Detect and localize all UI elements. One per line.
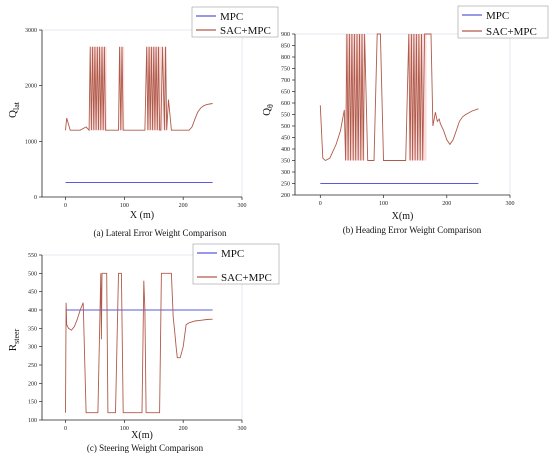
y-tick-label: 100 [28,418,37,424]
x-tick-label: 200 [442,201,451,207]
y-tick-label: 400 [28,308,37,314]
x-axis-label: X (m) [130,210,154,221]
panel-caption: (c) Steering Weight Comparison [87,443,204,453]
panel-caption: (a) Lateral Error Weight Comparison [93,228,227,238]
y-tick-label: 450 [281,136,290,142]
y-tick-label: 750 [281,67,290,73]
y-axis-label: Rsteer [7,328,21,351]
y-axis-label: Qθ [261,104,275,116]
y-tick-label: 200 [281,193,290,199]
x-tick-label: 300 [238,426,247,432]
y-tick-label: 150 [28,400,37,406]
panel-lateral-error: (a) Lateral Error Weight Comparison 0 100… [7,6,279,238]
x-tick-label: 100 [120,426,129,432]
legend-label: MPC [221,248,244,260]
y-tick-label: 700 [281,78,290,84]
y-tick-label: 500 [28,271,37,277]
legend-box [457,5,549,39]
y-tick-label: 500 [281,124,290,130]
y-tick-label: 200 [28,381,37,387]
y-tick-label: 900 [281,32,290,38]
legend-box [191,6,279,38]
y-tick-label: 2000 [25,84,37,90]
y-tick-label: 300 [281,170,290,176]
series-line-sac-mpc [319,33,479,162]
x-axis-label: X(m) [131,430,153,441]
y-tick-label: 550 [28,253,37,259]
x-axis-label: X(m) [392,211,414,222]
y-tick-label: 0 [34,195,37,201]
x-tick-label: 0 [64,426,67,432]
y-tick-label: 300 [28,345,37,351]
legend-label: SAC+MPC [221,272,272,284]
series-line-sac-mpc [65,272,213,414]
legend-label: MPC [220,11,243,23]
panel-heading-error: (b) Heading Error Weight Comparison 0 100… [261,5,549,235]
x-tick-label: 0 [64,203,67,209]
legend-label: MPC [486,10,509,22]
y-tick-label: 450 [28,290,37,296]
oscillation-band [119,46,125,131]
panel-steering: (c) Steering Weight Comparison 0 100 200 30… [7,243,280,453]
x-tick-label: 100 [379,201,388,207]
y-tick-label: 350 [28,326,37,332]
x-tick-label: 200 [179,203,188,209]
legend-label: SAC+MPC [486,26,537,38]
x-tick-label: 300 [238,203,247,209]
series-line-sac-mpc [65,46,213,132]
oscillation-band [164,46,167,131]
y-tick-label: 1000 [25,139,37,145]
y-tick-label: 400 [281,147,290,153]
panel-caption: (b) Heading Error Weight Comparison [343,225,482,235]
x-tick-label: 0 [319,201,322,207]
x-tick-label: 100 [120,203,129,209]
y-tick-label: 850 [281,44,290,50]
y-tick-label: 650 [281,90,290,96]
x-tick-label: 200 [179,426,188,432]
y-tick-label: 800 [281,55,290,61]
legend-label: SAC+MPC [220,25,271,37]
y-axis-label: Qlat [7,101,21,118]
y-tick-label: 350 [281,159,290,165]
y-tick-label: 250 [281,182,290,188]
y-tick-label: 250 [28,363,37,369]
y-tick-label: 550 [281,113,290,119]
y-tick-label: 600 [281,101,290,107]
x-tick-label: 300 [506,201,515,207]
y-tick-label: 3000 [25,28,37,34]
